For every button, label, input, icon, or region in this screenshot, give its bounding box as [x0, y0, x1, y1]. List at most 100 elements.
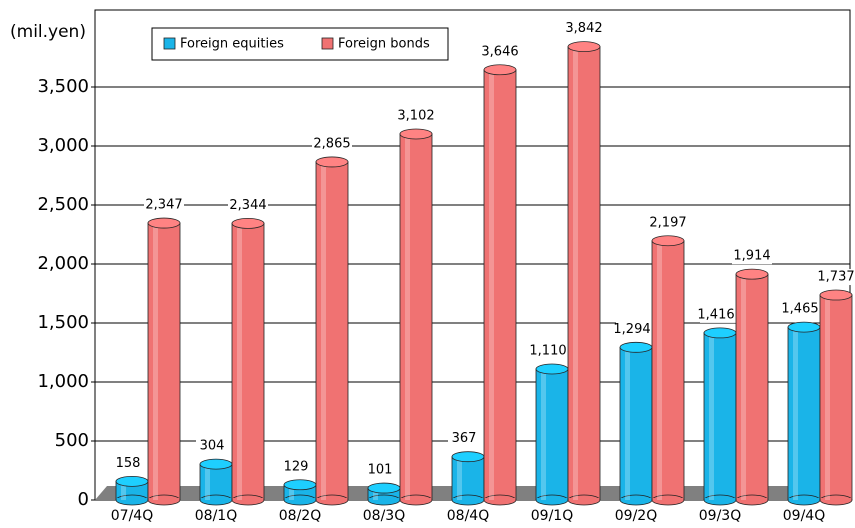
data-label: 158: [116, 456, 141, 471]
data-label-bg: [648, 214, 688, 231]
data-label-bg: [364, 462, 404, 479]
legend-swatch: [321, 37, 334, 50]
bar-top: [703, 327, 737, 339]
data-label: 2,347: [145, 198, 182, 213]
bar-fillcap: [116, 498, 148, 500]
bar: [787, 321, 821, 506]
bar-shine: [373, 488, 378, 500]
bar-body: [231, 223, 265, 501]
data-label: 1,465: [781, 302, 818, 317]
legend-swatch: [163, 37, 176, 50]
bar: [283, 479, 317, 506]
data-label: 129: [284, 459, 309, 474]
bar-shine: [321, 161, 326, 500]
y-tick-label: 3,500: [37, 76, 89, 97]
bar-shine: [405, 133, 410, 501]
data-label-bg: [532, 343, 572, 360]
bar-top: [315, 156, 349, 168]
data-label-bg: [312, 135, 352, 152]
bar: [315, 156, 349, 506]
bar: [367, 482, 401, 506]
data-label-bg: [480, 43, 520, 60]
bar-body: [819, 294, 853, 501]
bar: [735, 268, 769, 506]
bar: [703, 327, 737, 506]
bar-body: [399, 133, 433, 501]
bar-body: [315, 161, 349, 501]
bar-shine: [741, 274, 746, 500]
legend-label: Foreign equities: [180, 37, 284, 52]
bar-shine: [825, 295, 830, 500]
bar-fillcap: [200, 498, 232, 500]
bar-top: [367, 482, 401, 494]
bar-fillcap: [284, 498, 316, 500]
bar: [451, 451, 485, 506]
y-tick-label: 0: [78, 489, 89, 510]
bar-fillcap: [148, 498, 180, 500]
data-label-bg: [112, 455, 152, 472]
data-label: 101: [368, 463, 393, 478]
data-label: 367: [452, 431, 477, 446]
bar-top: [231, 218, 265, 229]
bar-top: [115, 475, 149, 487]
data-label-bg: [144, 197, 184, 214]
data-label-bg: [616, 321, 656, 338]
bar-body: [619, 346, 653, 501]
bar: [115, 475, 149, 506]
bar-top: [567, 41, 601, 53]
bar-fillcap: [820, 498, 852, 500]
data-label: 1,110: [529, 344, 566, 359]
data-label: 1,416: [697, 307, 734, 322]
data-label: 2,197: [649, 215, 686, 230]
bar-body: [147, 222, 181, 501]
data-label: 304: [200, 439, 225, 454]
data-label: 2,344: [229, 198, 266, 213]
legend-label: Foreign bonds: [338, 37, 430, 52]
bar-top: [819, 289, 853, 301]
bar-top: [651, 235, 685, 247]
bar: [651, 235, 685, 506]
bar-fillcap: [368, 498, 400, 500]
x-tick-label: 08/2Q: [279, 508, 321, 524]
bar: [231, 218, 265, 506]
y-tick-label: 1,000: [37, 371, 89, 392]
y-tick-label: 1,500: [37, 312, 89, 333]
data-label-bg: [448, 430, 488, 447]
bar-body: [483, 69, 517, 501]
bar-top: [283, 479, 317, 491]
data-label: 1,294: [613, 322, 650, 337]
data-label-bg: [196, 438, 236, 455]
x-tick-label: 09/1Q: [531, 508, 573, 524]
bar-top: [147, 217, 181, 229]
bar-body: [735, 273, 769, 501]
data-label-bg: [564, 20, 604, 37]
bar-body: [535, 368, 569, 501]
data-label-bg: [280, 458, 320, 475]
plot-area: [95, 20, 855, 506]
bar: [199, 458, 233, 506]
bar-shine: [153, 223, 158, 500]
bar-body: [787, 326, 821, 501]
bar-shine: [657, 240, 662, 500]
data-label-bg: [396, 107, 436, 124]
data-label: 1,737: [817, 270, 854, 285]
data-label-bg: [732, 248, 772, 265]
bar-fillcap: [400, 498, 432, 500]
y-axis-label: (mil.yen): [10, 22, 86, 42]
bar-fillcap: [620, 498, 652, 500]
data-label: 1,914: [733, 249, 770, 264]
data-label-bg: [228, 197, 268, 214]
bar: [619, 341, 653, 506]
bar-shine: [457, 456, 462, 500]
bar-top: [787, 321, 821, 333]
data-label-bg: [816, 269, 855, 286]
bar-shine: [489, 69, 494, 500]
bar-shine: [237, 223, 242, 500]
bar-shine: [573, 46, 578, 500]
bar-fillcap: [788, 498, 820, 500]
data-label: 2,865: [313, 136, 350, 151]
data-label-bg: [700, 306, 740, 323]
bar-fillcap: [704, 498, 736, 500]
x-tick-label: 08/4Q: [447, 508, 489, 524]
